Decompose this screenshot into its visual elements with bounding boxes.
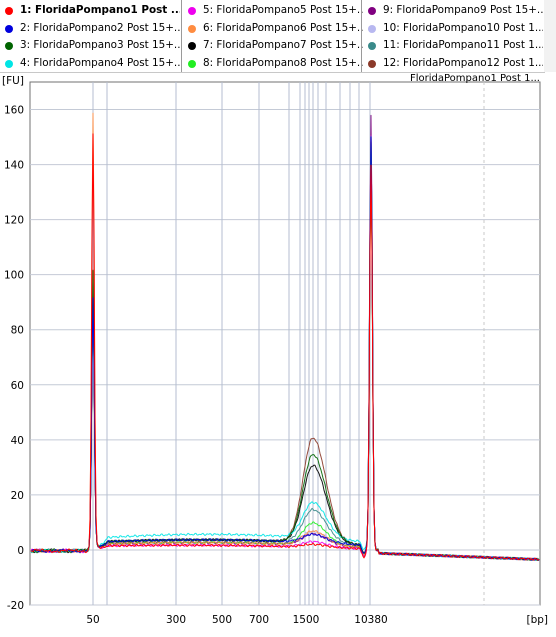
x-tick-label: 300 bbox=[166, 614, 186, 626]
legend-item-label: 6: FloridaPompano6 Post 15+... bbox=[203, 21, 363, 34]
legend-column: 5: FloridaPompano5 Post 15+... 6: Florida… bbox=[183, 2, 363, 72]
legend-item[interactable]: 5: FloridaPompano5 Post 15+... bbox=[183, 2, 363, 20]
legend-item[interactable]: 9: FloridaPompano9 Post 15+... bbox=[363, 2, 543, 20]
legend-item[interactable]: 12: FloridaPompano12 Post 1... bbox=[363, 55, 543, 73]
x-tick-label: 500 bbox=[212, 614, 232, 626]
legend-item-label: 8: FloridaPompano8 Post 15+... bbox=[203, 56, 363, 69]
legend-item-label: 2: FloridaPompano2 Post 15+... bbox=[20, 21, 180, 34]
y-tick-label: 0 bbox=[17, 545, 24, 557]
series-color-dot-icon bbox=[5, 42, 13, 50]
sample-legend: 1: FloridaPompano1 Post ... 2: FloridaPom… bbox=[0, 0, 545, 73]
series-color-dot-icon bbox=[368, 59, 376, 68]
legend-item-label: 1: FloridaPompano1 Post ... bbox=[20, 4, 180, 16]
series-color-dot-icon bbox=[5, 59, 13, 68]
y-tick-label: -20 bbox=[7, 600, 24, 612]
legend-item-label: 7: FloridaPompano7 Post 15+... bbox=[203, 39, 363, 51]
y-tick-label: 140 bbox=[4, 160, 24, 172]
y-tick-label: 20 bbox=[11, 490, 24, 502]
x-tick-label: 1500 bbox=[293, 614, 320, 626]
legend-item[interactable]: 11: FloridaPompano11 Post 1... bbox=[363, 37, 543, 55]
series-color-dot-icon bbox=[5, 24, 13, 33]
x-tick-label: 50 bbox=[86, 614, 99, 626]
legend-separator bbox=[361, 0, 362, 72]
x-tick-label: 700 bbox=[249, 614, 269, 626]
y-axis-label: [FU] bbox=[2, 75, 24, 87]
y-tick-label: 160 bbox=[4, 105, 24, 117]
legend-item[interactable]: 6: FloridaPompano6 Post 15+... bbox=[183, 20, 363, 38]
x-axis-label: [bp] bbox=[526, 614, 548, 626]
legend-item-label: 10: FloridaPompano10 Post 1... bbox=[383, 21, 543, 34]
series-trace bbox=[30, 136, 540, 561]
x-tick-label: 10380 bbox=[354, 614, 387, 626]
legend-column: 1: FloridaPompano1 Post ... 2: FloridaPom… bbox=[0, 2, 180, 72]
legend-item-label: 11: FloridaPompano11 Post 1... bbox=[383, 39, 543, 51]
y-tick-label: 120 bbox=[4, 215, 24, 227]
y-tick-label: 40 bbox=[11, 435, 24, 447]
y-tick-label: 60 bbox=[11, 380, 24, 392]
series-color-dot-icon bbox=[368, 7, 376, 15]
legend-item[interactable]: 3: FloridaPompano3 Post 15+... bbox=[0, 37, 180, 55]
legend-item[interactable]: 2: FloridaPompano2 Post 15+... bbox=[0, 20, 180, 38]
legend-item[interactable]: 8: FloridaPompano8 Post 15+... bbox=[183, 55, 363, 73]
legend-item-label: 4: FloridaPompano4 Post 15+... bbox=[20, 56, 180, 69]
series-color-dot-icon bbox=[188, 24, 196, 33]
series-color-dot-icon bbox=[188, 42, 196, 50]
legend-item[interactable]: 4: FloridaPompano4 Post 15+... bbox=[0, 55, 180, 73]
y-tick-label: 100 bbox=[4, 270, 24, 282]
legend-item[interactable]: 7: FloridaPompano7 Post 15+... bbox=[183, 37, 363, 55]
legend-item-label: 3: FloridaPompano3 Post 15+... bbox=[20, 39, 180, 51]
legend-item-label: 5: FloridaPompano5 Post 15+... bbox=[203, 4, 363, 16]
legend-item-label: 12: FloridaPompano12 Post 1... bbox=[383, 56, 543, 69]
legend-scrollbar[interactable] bbox=[544, 0, 556, 72]
legend-separator bbox=[181, 0, 182, 72]
series-color-dot-icon bbox=[188, 59, 196, 68]
legend-column: 9: FloridaPompano9 Post 15+... 10: Florid… bbox=[363, 2, 543, 72]
series-color-dot-icon bbox=[368, 24, 376, 33]
legend-item[interactable]: 10: FloridaPompano10 Post 1... bbox=[363, 20, 543, 38]
chart-title: FloridaPompano1 Post 1... bbox=[410, 73, 540, 84]
series-color-dot-icon bbox=[188, 7, 196, 15]
series-trace bbox=[30, 133, 540, 561]
y-tick-label: 80 bbox=[11, 325, 24, 337]
plot-area bbox=[29, 81, 541, 606]
series-color-dot-icon bbox=[368, 42, 376, 50]
legend-item-label: 9: FloridaPompano9 Post 15+... bbox=[383, 4, 543, 16]
series-color-dot-icon bbox=[5, 7, 13, 15]
legend-item[interactable]: 1: FloridaPompano1 Post ... bbox=[0, 2, 180, 20]
